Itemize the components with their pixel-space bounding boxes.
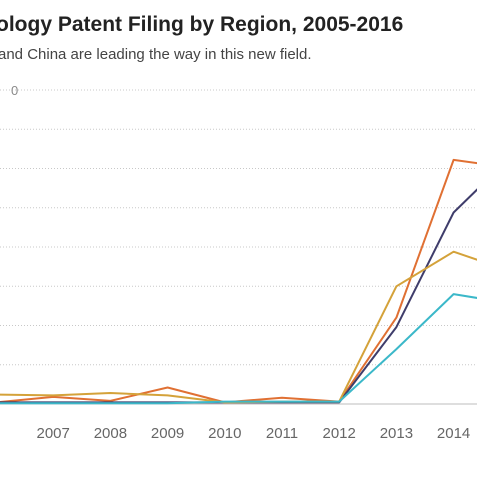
x-tick-label: 2013: [380, 425, 413, 442]
x-tick-label: 2009: [151, 425, 184, 442]
x-tick-label: 2014: [437, 425, 470, 442]
x-tick-label: 2010: [208, 425, 241, 442]
x-tick-label: 2011: [266, 425, 298, 442]
x-tick-label: 2012: [323, 425, 356, 442]
x-tick-label: 2008: [94, 425, 127, 442]
series-line-2: [0, 188, 477, 404]
chart-subtitle: and China are leading the way in this ne…: [0, 46, 312, 63]
x-tick-label: 2007: [37, 425, 70, 442]
y-tick-label: 0: [11, 83, 18, 98]
series-line-1: [0, 158, 477, 404]
series-line-3: [0, 250, 477, 404]
gridlines: [0, 89, 477, 366]
chart-title: ology Patent Filing by Region, 2005-2016: [0, 13, 404, 36]
series-line-4: [0, 293, 477, 405]
